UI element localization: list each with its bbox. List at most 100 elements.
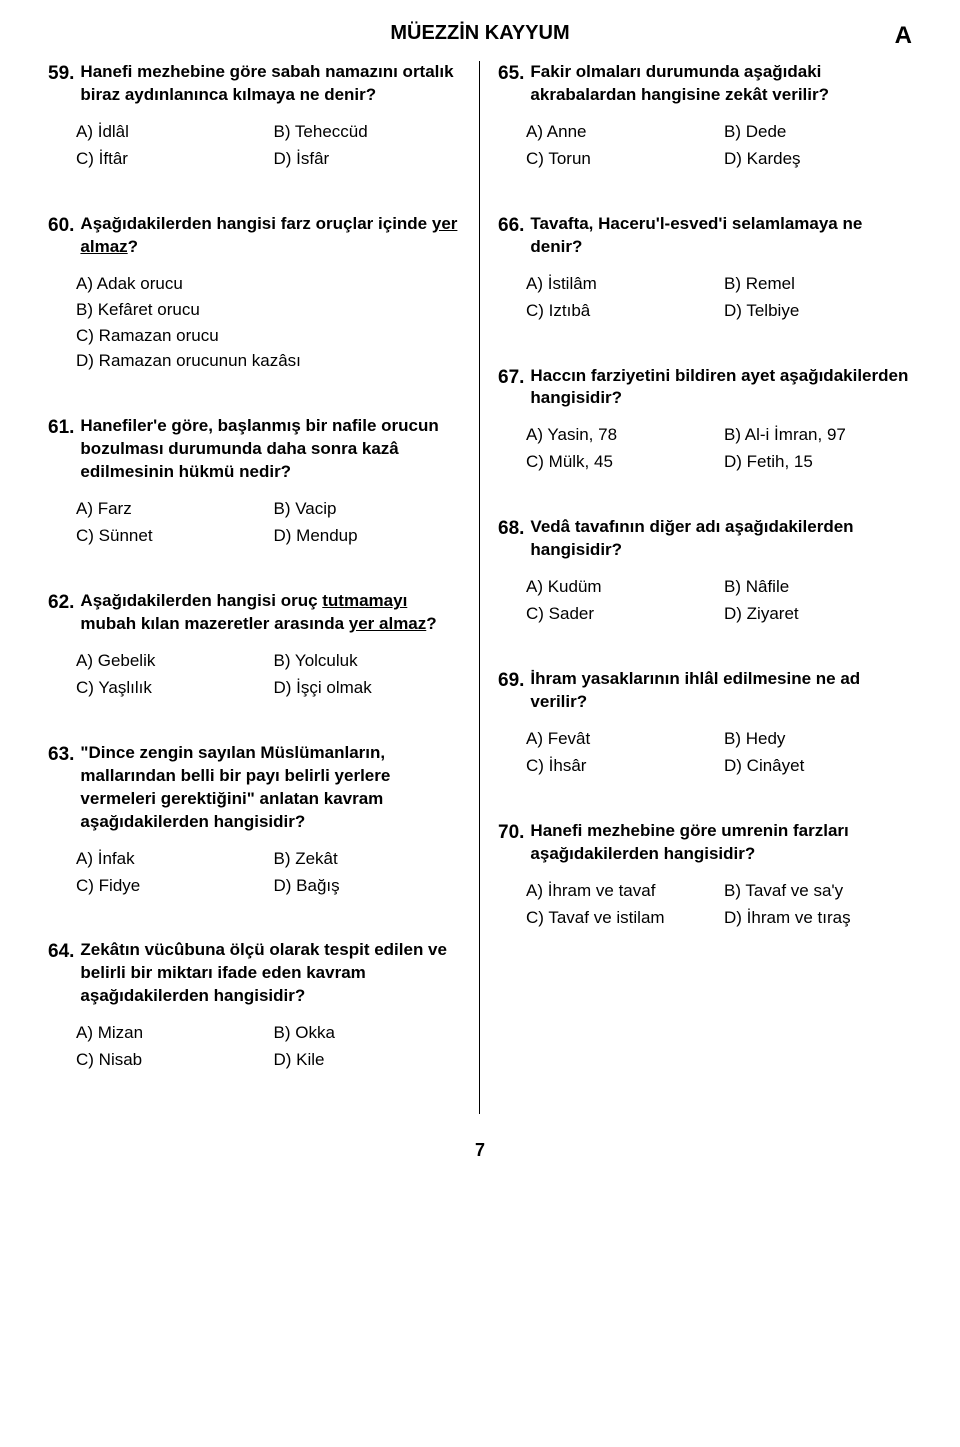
option[interactable]: A) Mizan: [76, 1022, 264, 1045]
question: 61.Hanefiler'e göre, başlanmış bir nafil…: [48, 415, 461, 548]
options-block: A) Fevât B) Hedy C) İhsâr D) Cinâyet: [526, 728, 912, 778]
option[interactable]: C) Ramazan orucu: [76, 325, 461, 348]
question-number: 67.: [498, 365, 524, 391]
option[interactable]: B) Dede: [724, 121, 912, 144]
option[interactable]: B) Zekât: [274, 848, 462, 871]
option[interactable]: A) İdlâl: [76, 121, 264, 144]
option[interactable]: D) Bağış: [274, 875, 462, 898]
options-grid: A) Farz B) Vacip C) Sünnet D) Mendup: [76, 498, 461, 548]
option[interactable]: C) İhsâr: [526, 755, 714, 778]
question-number: 64.: [48, 939, 74, 965]
option[interactable]: B) Tavaf ve sa'y: [724, 880, 912, 903]
option[interactable]: D) Kardeş: [724, 148, 912, 171]
option[interactable]: A) İnfak: [76, 848, 264, 871]
option[interactable]: B) Vacip: [274, 498, 462, 521]
question-row: 67.Haccın farziyetini bildiren ayet aşağ…: [498, 365, 912, 411]
option[interactable]: A) İhram ve tavaf: [526, 880, 714, 903]
question-row: 70.Hanefi mezhebine göre umrenin farzlar…: [498, 820, 912, 866]
option[interactable]: C) Mülk, 45: [526, 451, 714, 474]
exam-title: MÜEZZİN KAYYUM: [390, 22, 569, 44]
options-block: A) İnfak B) Zekât C) Fidye D) Bağış: [76, 848, 461, 898]
option[interactable]: D) Cinâyet: [724, 755, 912, 778]
option[interactable]: B) Kefâret orucu: [76, 299, 461, 322]
page-header: MÜEZZİN KAYYUM A: [48, 20, 912, 47]
option[interactable]: B) Remel: [724, 273, 912, 296]
option[interactable]: A) İstilâm: [526, 273, 714, 296]
question-row: 68.Vedâ tavafının diğer adı aşağıdakiler…: [498, 516, 912, 562]
option[interactable]: A) Farz: [76, 498, 264, 521]
question-text: "Dince zengin sayılan Müslümanların, mal…: [80, 742, 461, 834]
option[interactable]: A) Gebelik: [76, 650, 264, 673]
question: 62.Aşağıdakilerden hangisi oruç tutmamay…: [48, 590, 461, 700]
question-text: Hanefiler'e göre, başlanmış bir nafile o…: [80, 415, 461, 484]
option[interactable]: C) Tavaf ve istilam: [526, 907, 714, 930]
question-row: 63."Dince zengin sayılan Müslümanların, …: [48, 742, 461, 834]
option[interactable]: D) İşçi olmak: [274, 677, 462, 700]
question-row: 61.Hanefiler'e göre, başlanmış bir nafil…: [48, 415, 461, 484]
option[interactable]: C) Sünnet: [76, 525, 264, 548]
options-block: A) Anne B) Dede C) Torun D) Kardeş: [526, 121, 912, 171]
question-number: 65.: [498, 61, 524, 87]
options-grid: A) İdlâl B) Teheccüd C) İftâr D) İsfâr: [76, 121, 461, 171]
question-number: 60.: [48, 213, 74, 239]
option[interactable]: B) Hedy: [724, 728, 912, 751]
option[interactable]: A) Yasin, 78: [526, 424, 714, 447]
option[interactable]: A) Kudüm: [526, 576, 714, 599]
question-row: 62.Aşağıdakilerden hangisi oruç tutmamay…: [48, 590, 461, 636]
option[interactable]: B) Al-i İmran, 97: [724, 424, 912, 447]
right-column: 65.Fakir olmaları durumunda aşağıdaki ak…: [480, 61, 912, 1114]
option[interactable]: B) Okka: [274, 1022, 462, 1045]
question-text: İhram yasaklarının ihlâl edilmesine ne a…: [530, 668, 912, 714]
question-text: Fakir olmaları durumunda aşağıdaki akrab…: [530, 61, 912, 107]
option[interactable]: C) Yaşlılık: [76, 677, 264, 700]
option[interactable]: B) Yolculuk: [274, 650, 462, 673]
options-block: A) Yasin, 78 B) Al-i İmran, 97 C) Mülk, 45…: [526, 424, 912, 474]
question: 59.Hanefi mezhebine göre sabah namazını …: [48, 61, 461, 171]
question-columns: 59.Hanefi mezhebine göre sabah namazını …: [48, 61, 912, 1114]
options-grid: A) Anne B) Dede C) Torun D) Kardeş: [526, 121, 912, 171]
question-text: Vedâ tavafının diğer adı aşağıdakilerden…: [530, 516, 912, 562]
question-number: 61.: [48, 415, 74, 441]
question: 64.Zekâtın vücûbuna ölçü olarak tespit e…: [48, 939, 461, 1072]
option[interactable]: D) Mendup: [274, 525, 462, 548]
question-row: 65.Fakir olmaları durumunda aşağıdaki ak…: [498, 61, 912, 107]
option[interactable]: C) Sader: [526, 603, 714, 626]
options-grid: A) Mizan B) Okka C) Nisab D) Kile: [76, 1022, 461, 1072]
page-number: 7: [48, 1138, 912, 1162]
option[interactable]: D) Ramazan orucunun kazâsı: [76, 350, 461, 373]
option[interactable]: C) İftâr: [76, 148, 264, 171]
option[interactable]: B) Teheccüd: [274, 121, 462, 144]
question: 66.Tavafta, Haceru'l-esved'i selamlamaya…: [498, 213, 912, 323]
question-number: 59.: [48, 61, 74, 87]
question-row: 69.İhram yasaklarının ihlâl edilmesine n…: [498, 668, 912, 714]
option[interactable]: A) Fevât: [526, 728, 714, 751]
option[interactable]: D) İsfâr: [274, 148, 462, 171]
options-block: A) İstilâm B) Remel C) Iztıbâ D) Telbiye: [526, 273, 912, 323]
question-number: 62.: [48, 590, 74, 616]
options-block: A) İhram ve tavaf B) Tavaf ve sa'y C) Tava…: [526, 880, 912, 930]
options-block: A) Mizan B) Okka C) Nisab D) Kile: [76, 1022, 461, 1072]
option[interactable]: B) Nâfile: [724, 576, 912, 599]
option[interactable]: C) Fidye: [76, 875, 264, 898]
question-text: Haccın farziyetini bildiren ayet aşağıda…: [530, 365, 912, 411]
option[interactable]: C) Nisab: [76, 1049, 264, 1072]
question-number: 66.: [498, 213, 524, 239]
option[interactable]: A) Adak orucu: [76, 273, 461, 296]
question: 65.Fakir olmaları durumunda aşağıdaki ak…: [498, 61, 912, 171]
option[interactable]: A) Anne: [526, 121, 714, 144]
options-grid: A) Gebelik B) Yolculuk C) Yaşlılık D) İşçi …: [76, 650, 461, 700]
options-grid: A) İhram ve tavaf B) Tavaf ve sa'y C) Tava…: [526, 880, 912, 930]
option[interactable]: C) Iztıbâ: [526, 300, 714, 323]
question-row: 59.Hanefi mezhebine göre sabah namazını …: [48, 61, 461, 107]
option[interactable]: D) Telbiye: [724, 300, 912, 323]
option[interactable]: C) Torun: [526, 148, 714, 171]
booklet-letter: A: [895, 20, 912, 52]
option[interactable]: D) Fetih, 15: [724, 451, 912, 474]
option[interactable]: D) Ziyaret: [724, 603, 912, 626]
option[interactable]: D) Kile: [274, 1049, 462, 1072]
option[interactable]: D) İhram ve tıraş: [724, 907, 912, 930]
question-row: 60.Aşağıdakilerden hangisi farz oruçlar …: [48, 213, 461, 259]
question-text: Hanefi mezhebine göre sabah namazını ort…: [80, 61, 461, 107]
question: 68.Vedâ tavafının diğer adı aşağıdakiler…: [498, 516, 912, 626]
question-number: 68.: [498, 516, 524, 542]
